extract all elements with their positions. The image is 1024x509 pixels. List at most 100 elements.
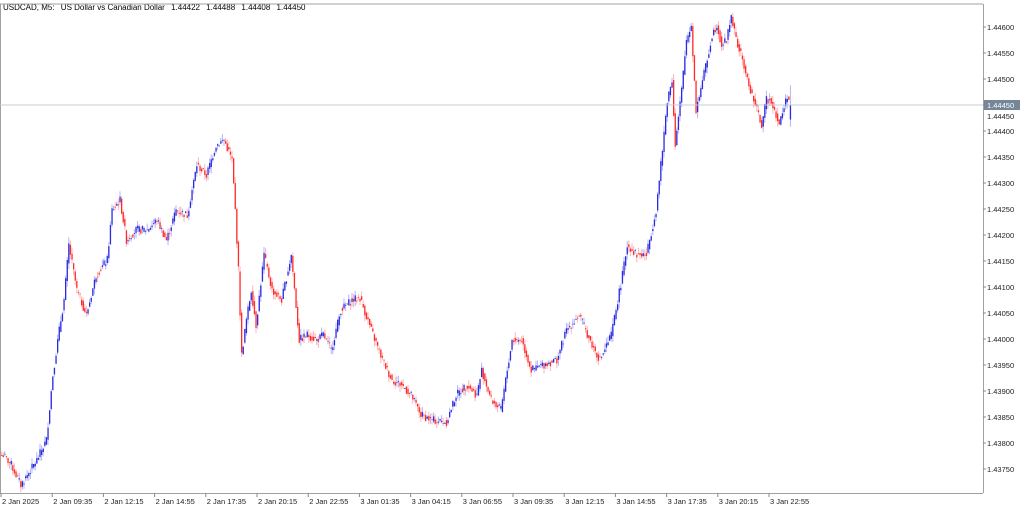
candle-bull [153,218,155,226]
candle-body [114,206,116,208]
candle-bull [52,375,54,391]
candle-body [341,307,344,311]
candle-body [225,140,227,144]
candle-bull [338,314,340,330]
x-tick-label: 3 Jan 20:15 [719,497,758,506]
y-tick-label: 1.44350 [987,153,1014,162]
candle-body [386,366,388,368]
candle-body [186,215,188,218]
candle-bear [329,336,331,349]
candle-bear [349,299,352,311]
candle-bull [61,311,64,322]
candle-bear [274,290,276,300]
candle-bear [530,360,532,377]
candle-body [409,393,411,395]
candle-bear [754,92,756,106]
candle-body [541,362,544,367]
candle-bear [586,325,588,340]
candle-bull [410,391,412,396]
candle-bear [201,167,203,174]
candle-body [149,227,152,230]
candle-body [719,30,721,43]
candle-bear [237,240,240,272]
candle-bear [738,40,740,57]
candle-body [153,223,155,224]
candle-bull [4,451,6,457]
candle-bull [681,85,683,107]
candle-body [639,252,641,256]
candle-body [485,379,488,387]
candle-body [484,373,486,382]
candle-body [65,278,67,300]
candle-bear [381,352,384,360]
candle-body [140,229,142,234]
candle-body [101,265,104,267]
candle-bull [263,247,265,274]
candle-body [260,285,262,297]
candle-body [732,16,734,26]
candle-bull [93,276,96,295]
candle-bull [690,22,692,32]
candle-bull [340,313,342,320]
candle-bear [15,469,17,479]
candle-bull [665,114,667,136]
candle-body [602,353,604,355]
candle-body [745,65,747,74]
candle-body [586,330,588,338]
candle-bull [617,300,619,313]
candle-bull [655,213,657,222]
candle-body [127,240,129,242]
candle-body [95,278,97,283]
candle-bull [257,313,259,329]
candle-body [689,31,691,38]
candle-bear [357,294,360,301]
candle-body [172,218,174,224]
candle-bull [41,445,43,461]
candle-body [263,252,265,270]
candle-bull [604,343,606,354]
candle-bear [393,380,395,386]
candle-bear [473,386,475,392]
candle-bull [676,127,678,146]
candle-bull [701,75,704,90]
candle-body [81,299,83,306]
price-axis[interactable]: 1.44600 1.44550 1.44500 1.44450 1.44400 1.443… [983,23,1014,474]
candle-bear [341,305,344,316]
candle-bull [21,479,24,490]
candle-bear [761,116,763,129]
candle-bear [428,411,430,425]
candle-bear [717,21,720,40]
candle-bull [562,340,564,348]
candle-bull [39,443,41,461]
candle-bear [591,336,593,350]
candle-body [268,267,270,278]
candle-body [274,291,276,295]
candle-bull [404,387,406,390]
candle-body [362,303,364,308]
candle-body [42,448,44,452]
candle-bear [519,338,521,345]
candle-body [25,476,27,479]
candle-bear [493,397,496,408]
candle-bull [511,339,513,353]
candle-bear [391,372,393,381]
time-axis[interactable]: 2 Jan 2025 2 Jan 09:35 2 Jan 12:15 2 Jan 14… [0,493,809,506]
candle-bull [706,58,708,74]
candle-bear [279,294,281,302]
candle-bear [692,23,694,63]
candle-bear [281,295,283,306]
candle-body [202,168,204,169]
candle-bull [157,217,160,225]
candle-bull [108,242,110,264]
candle-bear [756,100,758,112]
candle-body [377,341,379,346]
candle-body [68,243,70,264]
candle-bear [269,275,272,290]
candle-bull [785,94,787,110]
candle-body [746,73,748,78]
candle-body [482,368,484,380]
candle-bull [306,329,308,339]
candle-body [697,101,699,113]
candle-bull [316,337,318,345]
